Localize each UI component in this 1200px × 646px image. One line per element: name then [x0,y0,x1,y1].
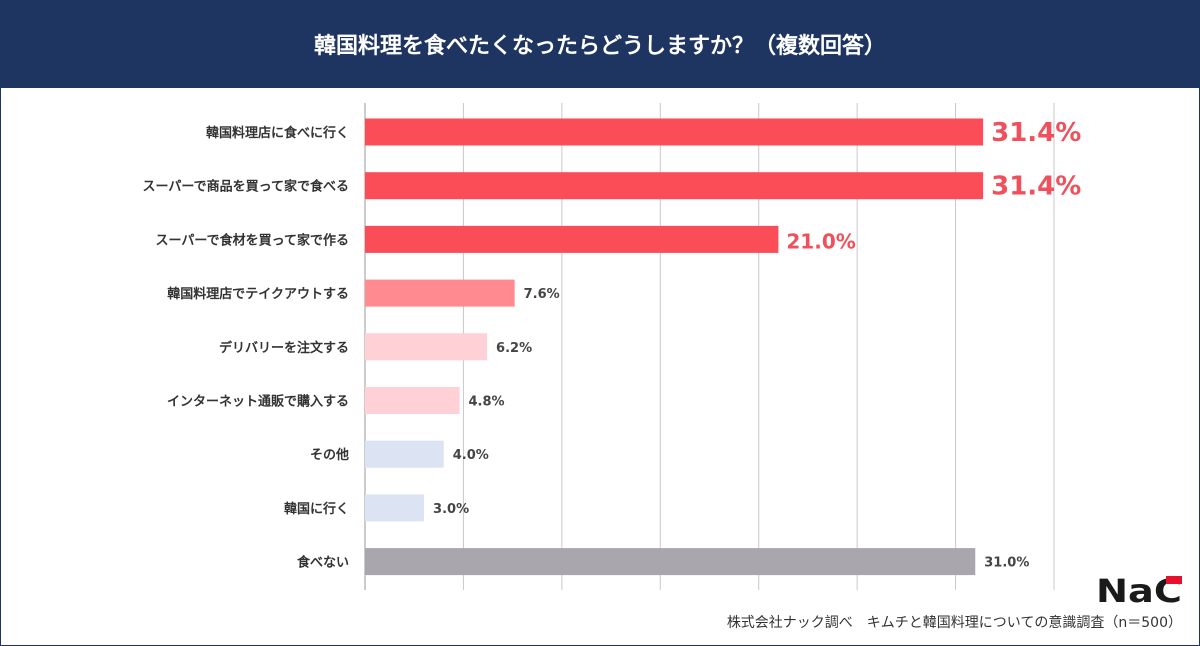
data-label: 7.6% [524,287,560,302]
data-label: 4.8% [468,395,504,410]
chart-title-bar: 韓国料理を食べたくなったらどうしますか？（複数回答） [0,0,1200,88]
bar [365,225,779,253]
bar [365,279,515,307]
bar [365,333,488,361]
nac-logo: NaC [1096,574,1182,604]
data-label: 6.2% [496,341,532,356]
data-label: 31.4% [991,172,1081,202]
source-note: 株式会社ナック調べ キムチと韓国料理についての意識調査（n＝500） [726,615,1182,631]
data-label: 31.0% [984,556,1029,571]
chart-title: 韓国料理を食べたくなったらどうしますか？（複数回答） [313,34,886,59]
category-label: インターネット通販で購入する [167,394,349,410]
data-label: 3.0% [433,502,469,517]
category-label: 韓国料理店でテイクアウトする [167,286,349,302]
bar [365,172,984,200]
data-label: 31.4% [991,118,1081,148]
bar [365,494,425,522]
category-label: デリバリーを注文する [219,340,349,356]
bar [365,118,984,146]
data-label: 21.0% [786,229,855,253]
category-label: 食べない [297,555,349,571]
category-label: スーパーで食材を買って家で作る [156,232,349,248]
category-label: 韓国料理店に食べに行く [206,125,349,141]
category-label: その他 [310,447,349,463]
data-label: 4.0% [453,448,489,463]
category-label: 韓国に行く [284,501,349,517]
bar [365,440,444,468]
category-label: スーパーで商品を買って家で食べる [143,179,349,195]
bar [365,387,460,414]
bar [365,548,976,576]
